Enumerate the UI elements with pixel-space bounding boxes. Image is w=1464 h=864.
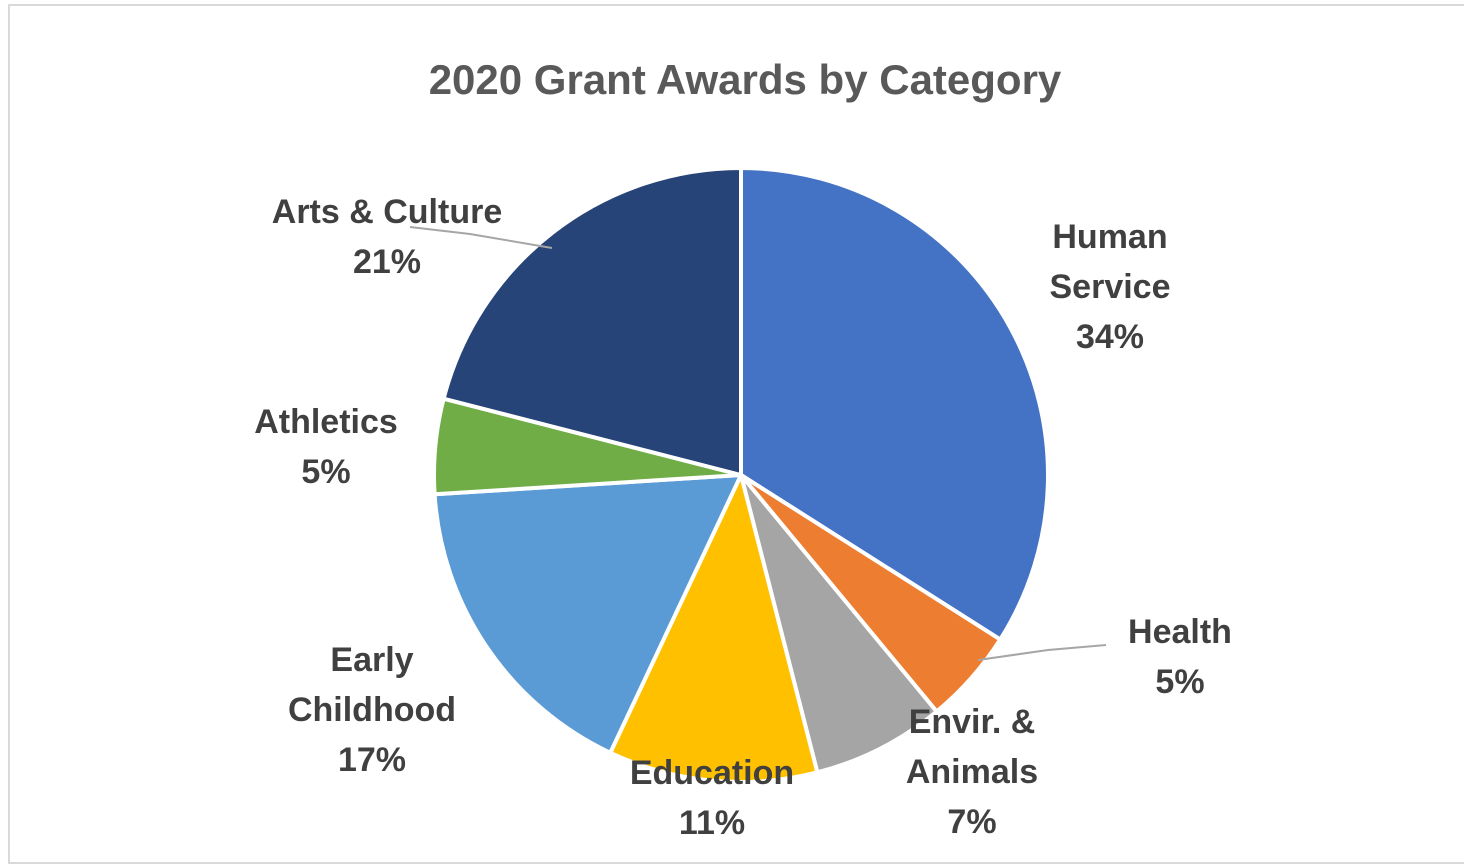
data-label: Early Childhood 17% [288,641,456,779]
data-label-category: Childhood [288,691,456,729]
data-label-category: Arts & Culture [272,193,502,231]
pie-chart: Human Service 34% Health 5% Envir. & Animals 7%… [254,166,1232,842]
data-label-category: Human [1052,218,1167,256]
data-label-category: Service [1050,268,1171,306]
chart-title: 2020 Grant Awards by Category [428,56,1062,103]
pie-slice-envir-animals [739,473,939,775]
data-label: Envir. & Animals 7% [906,703,1038,841]
pie-slice-early-childhood [432,473,743,755]
data-label-category: Education [630,754,794,792]
data-label-percent: 7% [947,803,996,841]
leader-line [409,226,553,249]
data-label: Health 5% [1128,613,1232,701]
data-label-percent: 17% [338,741,406,779]
data-label-percent: 11% [679,804,745,842]
data-label-percent: 34% [1076,318,1144,356]
data-label: Education 11% [630,754,794,842]
pie-slice-arts-culture [441,166,743,477]
data-label-category: Health [1128,613,1232,651]
data-label-category: Early [330,641,413,679]
data-label-percent: 5% [301,453,350,491]
data-label-percent: 5% [1155,663,1204,701]
data-label-category: Athletics [254,403,398,441]
data-label-category: Envir. & [909,703,1036,741]
data-label: Human Service 34% [1050,218,1171,356]
pie-slice-education [608,473,820,784]
data-label: Athletics 5% [254,403,398,491]
data-label-percent: 21% [353,243,421,281]
data-label: Arts & Culture 21% [272,193,502,281]
leader-line [977,644,1107,661]
data-label-category: Animals [906,753,1038,791]
